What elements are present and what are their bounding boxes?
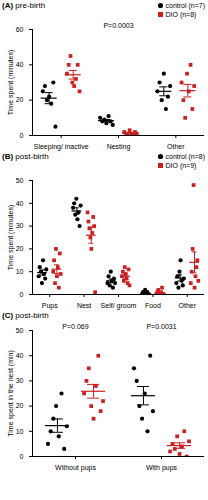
svg-text:40: 40 — [16, 352, 24, 359]
html-text:(C) post-birth: (C) post-birth — [2, 311, 49, 320]
svg-text:With pups: With pups — [146, 464, 178, 472]
html-text:DIO (n=9): DIO (n=9) — [165, 162, 197, 169]
svg-text:Time spent (minutes): Time spent (minutes) — [7, 205, 15, 270]
svg-text:20: 20 — [16, 96, 24, 103]
svg-text:40: 40 — [16, 61, 24, 68]
svg-text:Nest: Nest — [77, 302, 91, 309]
svg-text:Other: Other — [167, 143, 185, 150]
svg-text:Time spent (minutes): Time spent (minutes) — [7, 50, 15, 115]
svg-text:Pups: Pups — [42, 302, 58, 310]
svg-text:10: 10 — [16, 268, 24, 275]
svg-text:20: 20 — [16, 245, 24, 252]
html-text:control (n=7): control (n=7) — [165, 2, 205, 9]
svg-text:50: 50 — [16, 327, 24, 334]
svg-text:0: 0 — [20, 453, 24, 460]
html-text:DIO (n=8): DIO (n=8) — [165, 11, 197, 18]
svg-text:0: 0 — [20, 132, 24, 139]
svg-text:0: 0 — [20, 291, 24, 298]
html-text:(A) pre-birth: (A) pre-birth — [2, 1, 46, 10]
svg-text:Other: Other — [179, 302, 197, 309]
svg-text:P=0.0031: P=0.0031 — [146, 323, 176, 330]
svg-text:30: 30 — [16, 222, 24, 229]
svg-text:10: 10 — [16, 428, 24, 435]
html-text:control (n=8): control (n=8) — [165, 153, 205, 160]
svg-text:Self/ groom: Self/ groom — [101, 302, 137, 310]
svg-text:20: 20 — [16, 402, 24, 409]
svg-text:P=0.0003: P=0.0003 — [103, 22, 133, 29]
svg-text:60: 60 — [16, 26, 24, 33]
svg-text:40: 40 — [16, 200, 24, 207]
svg-text:Sleeping/ inactive: Sleeping/ inactive — [34, 143, 89, 151]
svg-text:Nesting: Nesting — [107, 143, 131, 151]
svg-text:Without pups: Without pups — [55, 464, 96, 472]
svg-text:50: 50 — [16, 177, 24, 184]
svg-text:Time spent in the nest (min): Time spent in the nest (min) — [7, 350, 15, 437]
svg-text:Food: Food — [145, 302, 161, 309]
svg-text:30: 30 — [16, 377, 24, 384]
svg-text:P=0.069: P=0.069 — [62, 323, 88, 330]
html-text:(B) post-birth: (B) post-birth — [2, 152, 49, 161]
